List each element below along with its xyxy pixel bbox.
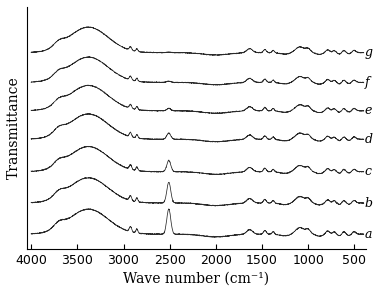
Y-axis label: Transmittance: Transmittance [7, 76, 21, 179]
Text: f: f [365, 76, 369, 89]
Text: c: c [365, 165, 372, 178]
Text: d: d [365, 133, 373, 146]
Text: a: a [365, 228, 372, 241]
Text: e: e [365, 104, 372, 117]
X-axis label: Wave number (cm⁻¹): Wave number (cm⁻¹) [124, 272, 269, 286]
Text: b: b [365, 197, 373, 210]
Text: g: g [365, 46, 373, 59]
